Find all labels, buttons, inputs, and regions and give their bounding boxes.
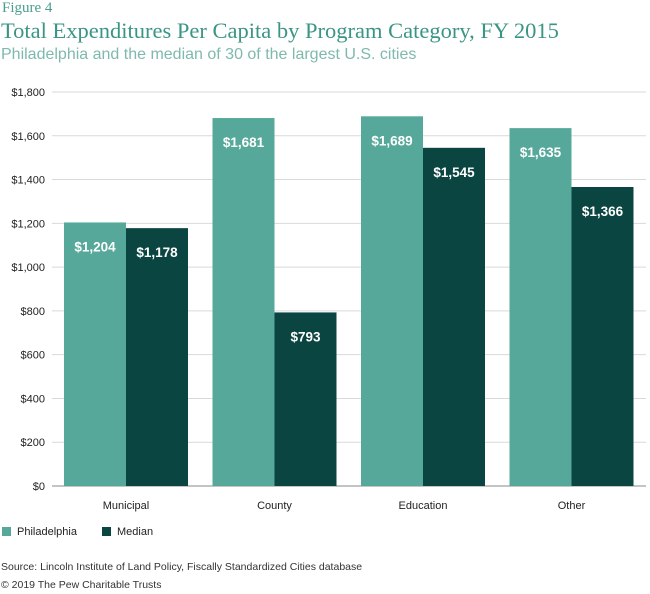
- bar: [212, 118, 275, 486]
- bar-chart: $0 $200 $400 $600 $800 $1,000 $1,200 $1,400 $1,6…: [11, 87, 646, 512]
- y-tick-label: $1,800: [11, 87, 45, 99]
- y-tick-label: $800: [21, 306, 45, 318]
- bar: [64, 222, 126, 487]
- x-tick-label: Other: [558, 500, 586, 512]
- x-tick-label: Municipal: [103, 500, 149, 512]
- legend-label-philadelphia: Philadelphia: [17, 526, 77, 538]
- legend-swatch-philadelphia: [2, 527, 11, 536]
- legend-swatch-median: [102, 527, 111, 536]
- bar: [509, 128, 572, 486]
- bar: [571, 186, 634, 486]
- chart-title: Total Expenditures Per Capita by Program…: [1, 18, 559, 43]
- y-tick-label: $1,600: [11, 131, 45, 143]
- y-tick-label: $600: [21, 350, 45, 362]
- chart-subtitle: Philadelphia and the median of 30 of the…: [1, 46, 417, 63]
- y-tick-label: $200: [21, 437, 45, 449]
- source-note: Source: Lincoln Institute of Land Policy…: [1, 561, 363, 573]
- legend-item-median: Median: [102, 526, 153, 538]
- y-tick-label: $0: [33, 481, 45, 493]
- data-label: $793: [290, 329, 321, 344]
- figure-label: Figure 4: [2, 0, 53, 16]
- y-tick-label: $1,000: [11, 262, 45, 274]
- data-label: $1,635: [520, 145, 562, 160]
- data-label: $1,545: [433, 165, 475, 180]
- legend-label-median: Median: [117, 526, 154, 538]
- y-tick-label: $1,200: [11, 218, 45, 230]
- y-tick-label: $1,400: [11, 175, 45, 187]
- data-label: $1,689: [371, 133, 412, 148]
- x-tick-label: County: [257, 500, 292, 512]
- bar: [274, 312, 337, 486]
- x-tick-label: Education: [399, 500, 448, 512]
- data-label: $1,366: [582, 204, 624, 219]
- data-label: $1,204: [74, 239, 116, 254]
- legend-item-philadelphia: Philadelphia: [2, 526, 77, 538]
- data-label: $1,178: [136, 245, 178, 260]
- bar: [361, 116, 423, 487]
- bar: [126, 228, 188, 486]
- bar: [423, 147, 485, 487]
- y-tick-label: $400: [21, 393, 45, 405]
- copyright-note: © 2019 The Pew Charitable Trusts: [1, 579, 162, 591]
- data-label: $1,681: [223, 135, 265, 150]
